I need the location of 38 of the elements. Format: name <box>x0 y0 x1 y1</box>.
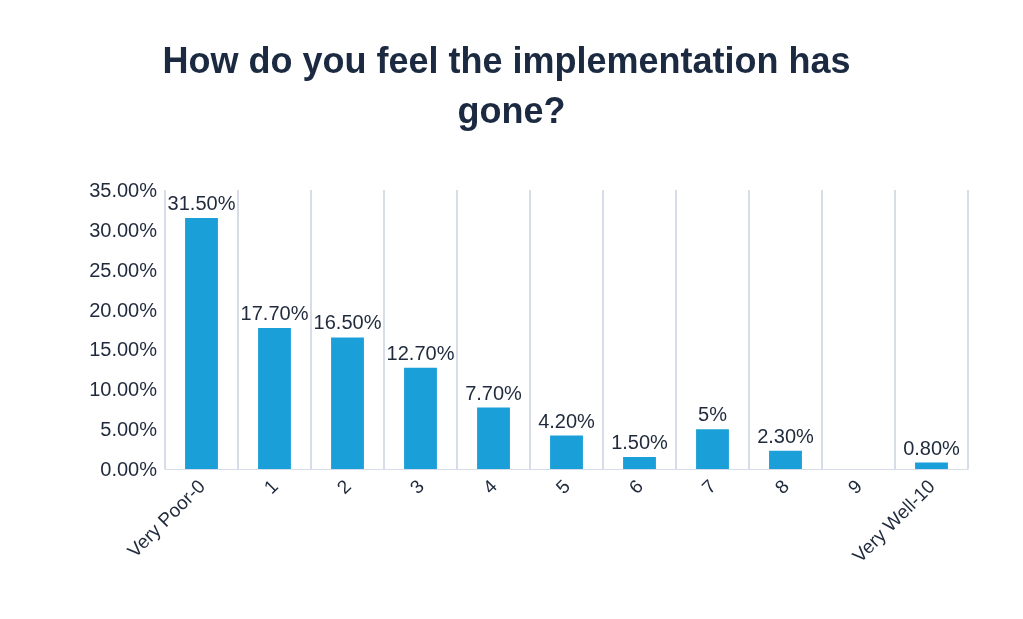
data-label: 17.70% <box>240 301 309 324</box>
bar <box>550 435 583 469</box>
data-label: 0.80% <box>903 436 961 459</box>
bar <box>623 457 656 469</box>
bar <box>769 450 802 469</box>
x-tick-label: 4 <box>478 475 501 498</box>
y-tick-label: 0.00% <box>100 458 158 480</box>
data-label: 16.50% <box>313 311 382 334</box>
y-tick-label: 10.00% <box>89 378 158 401</box>
bar <box>404 367 437 469</box>
bar <box>915 462 948 469</box>
y-tick-label: 5.00% <box>100 418 158 441</box>
bar <box>258 327 291 469</box>
x-tick-label: 1 <box>259 475 282 498</box>
data-label: 31.50% <box>167 191 236 214</box>
data-label: 12.70% <box>386 341 455 364</box>
data-label: 5% <box>698 403 728 426</box>
data-label: 2.30% <box>757 424 815 447</box>
data-label: 7.70% <box>465 381 523 404</box>
bar <box>477 407 510 469</box>
x-tick-label: 7 <box>697 475 720 498</box>
y-tick-label: 35.00% <box>89 179 158 201</box>
bar <box>185 217 218 469</box>
chart-title: How do you feel the implementation has gone? <box>162 39 861 131</box>
data-label: 1.50% <box>611 431 669 454</box>
data-label: 4.20% <box>538 409 596 432</box>
x-tick-label: 3 <box>405 475 428 498</box>
bar <box>696 429 729 469</box>
x-tick-label: 6 <box>624 475 647 498</box>
x-tick-label: 2 <box>332 475 355 498</box>
bar <box>331 337 364 469</box>
x-tick-label: 5 <box>551 475 574 498</box>
x-tick-label: 9 <box>843 475 866 498</box>
y-tick-label: 25.00% <box>89 258 158 281</box>
y-tick-label: 15.00% <box>89 338 158 361</box>
y-tick-label: 20.00% <box>89 298 158 321</box>
x-tick-label: 8 <box>770 475 793 498</box>
y-tick-label: 30.00% <box>89 218 158 241</box>
